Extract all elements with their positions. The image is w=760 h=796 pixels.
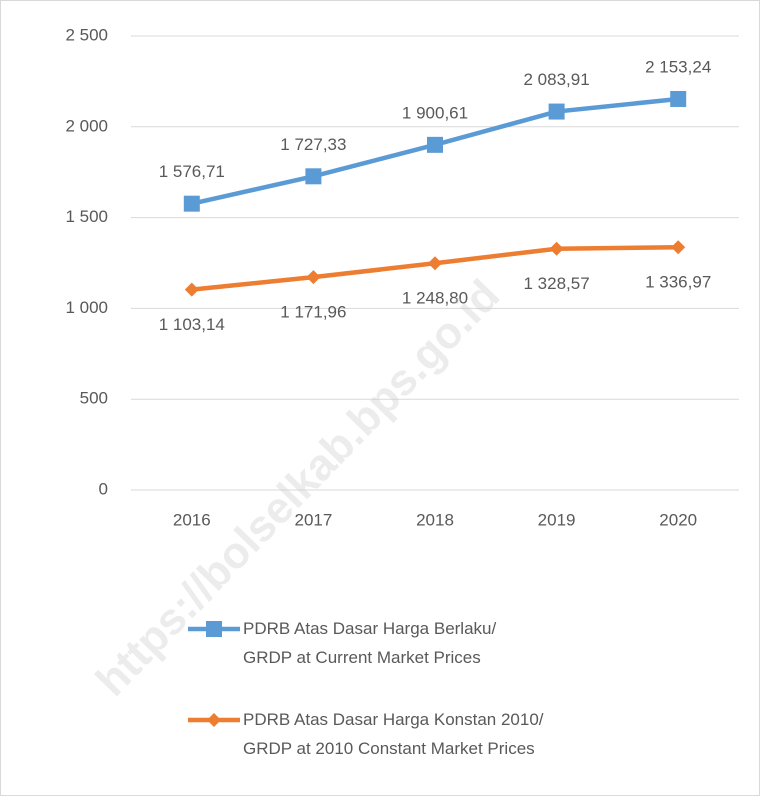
data-label: 1 336,97 — [645, 273, 711, 292]
y-tick-label: 0 — [99, 479, 108, 498]
legend-marker — [207, 713, 221, 727]
data-label: 1 576,71 — [159, 162, 225, 181]
data-point — [428, 256, 442, 271]
data-label: 1 900,61 — [402, 103, 468, 122]
data-point — [549, 241, 564, 256]
y-tick-label: 2 000 — [65, 116, 108, 135]
x-tick-label: 2017 — [294, 510, 332, 529]
legend-item: PDRB Atas Dasar Harga Berlaku/ GRDP at C… — [243, 619, 497, 667]
data-label: 2 153,24 — [645, 57, 711, 76]
data-point — [548, 103, 565, 120]
data-label: 1 171,96 — [280, 303, 346, 322]
data-label: 2 083,91 — [524, 70, 590, 89]
legend-item: PDRB Atas Dasar Harga Konstan 2010/ GRDP… — [243, 710, 544, 758]
data-label: 1 727,33 — [280, 135, 346, 154]
y-tick-label: 1 500 — [65, 207, 108, 226]
legend-label: PDRB Atas Dasar Harga Konstan 2010/ GRDP… — [243, 710, 544, 758]
x-tick-label: 2019 — [538, 510, 576, 529]
x-tick-label: 2016 — [173, 510, 211, 529]
legend-marker — [206, 621, 222, 637]
data-label: 1 328,57 — [524, 274, 590, 293]
y-tick-label: 2 500 — [65, 25, 108, 44]
data-point — [305, 168, 322, 185]
data-point — [671, 240, 686, 255]
data-point — [183, 195, 200, 212]
y-tick-label: 500 — [80, 389, 108, 408]
data-point — [306, 270, 321, 285]
y-tick-label: 1 000 — [65, 298, 108, 317]
data-point — [427, 136, 443, 153]
data-point — [670, 90, 687, 107]
legend-label: PDRB Atas Dasar Harga Berlaku/ GRDP at C… — [243, 619, 497, 667]
x-tick-label: 2018 — [416, 510, 454, 529]
data-label: 1 248,80 — [402, 289, 468, 308]
data-label: 1 103,14 — [159, 315, 225, 334]
x-tick-label: 2020 — [659, 510, 697, 529]
data-point — [184, 282, 199, 297]
